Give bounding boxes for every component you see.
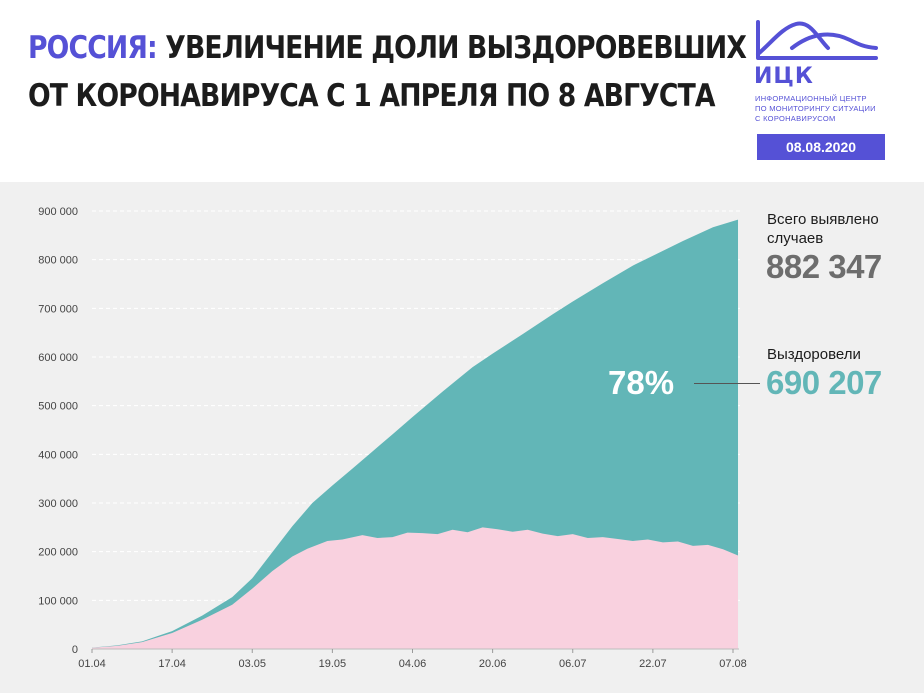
x-tick-label: 19.05 bbox=[319, 658, 347, 670]
x-tick-label: 20.06 bbox=[479, 658, 507, 670]
recovered-share: 78% bbox=[608, 364, 675, 401]
y-tick-label: 200 000 bbox=[38, 547, 78, 559]
recovered-label: Выздоровели bbox=[767, 346, 861, 363]
y-tick-label: 900 000 bbox=[38, 206, 78, 218]
x-tick-label: 07.08 bbox=[719, 658, 747, 670]
total-label: Всего выявлено случаев bbox=[767, 211, 879, 247]
y-tick-label: 300 000 bbox=[38, 498, 78, 510]
y-tick-label: 600 000 bbox=[38, 352, 78, 364]
recovered-value: 690 207 bbox=[766, 364, 882, 401]
page-title: РОССИЯ: УВЕЛИЧЕНИЕ ДОЛИ ВЫЗДОРОВЕВШИХ ОТ… bbox=[28, 24, 747, 120]
x-tick-label: 03.05 bbox=[238, 658, 266, 670]
total-value: 882 347 bbox=[766, 248, 882, 285]
logo-subtitle-line: ПО МОНИТОРИНГУ СИТУАЦИИ bbox=[755, 104, 876, 113]
y-tick-label: 100 000 bbox=[38, 595, 78, 607]
x-tick-label: 01.04 bbox=[78, 658, 106, 670]
x-tick-label: 17.04 bbox=[158, 658, 186, 670]
x-tick-label: 04.06 bbox=[399, 658, 427, 670]
y-tick-label: 500 000 bbox=[38, 401, 78, 413]
logo-name: ИЦК bbox=[754, 64, 814, 89]
y-tick-label: 700 000 bbox=[38, 303, 78, 315]
x-tick-label: 22.07 bbox=[639, 658, 667, 670]
logo-mountain-icon bbox=[756, 20, 878, 60]
y-tick-label: 0 bbox=[72, 644, 78, 656]
title-line-1-rest: УВЕЛИЧЕНИЕ ДОЛИ ВЫЗДОРОВЕВШИХ bbox=[156, 30, 747, 66]
title-line-1: РОССИЯ: УВЕЛИЧЕНИЕ ДОЛИ ВЫЗДОРОВЕВШИХ bbox=[28, 24, 747, 72]
logo-subtitle-line: ИНФОРМАЦИОННЫЙ ЦЕНТР bbox=[755, 94, 867, 103]
y-tick-label: 400 000 bbox=[38, 449, 78, 461]
title-line-2: ОТ КОРОНАВИРУСА С 1 АПРЕЛЯ ПО 8 АВГУСТА bbox=[28, 78, 716, 114]
logo-subtitle-line: С КОРОНАВИРУСОМ bbox=[755, 114, 836, 123]
logo-subtitle: ИНФОРМАЦИОННЫЙ ЦЕНТР ПО МОНИТОРИНГУ СИТУ… bbox=[755, 94, 895, 124]
share-leader-line bbox=[694, 383, 760, 384]
logo: ИЦК ИНФОРМАЦИОННЫЙ ЦЕНТР ПО МОНИТОРИНГУ … bbox=[752, 18, 892, 168]
y-tick-label: 800 000 bbox=[38, 255, 78, 267]
area-active-cases bbox=[92, 527, 739, 649]
header: РОССИЯ: УВЕЛИЧЕНИЕ ДОЛИ ВЫЗДОРОВЕВШИХ ОТ… bbox=[0, 0, 924, 182]
title-accent: РОССИЯ: bbox=[28, 30, 158, 66]
date-badge: 08.08.2020 bbox=[757, 134, 885, 160]
x-tick-label: 06.07 bbox=[559, 658, 587, 670]
